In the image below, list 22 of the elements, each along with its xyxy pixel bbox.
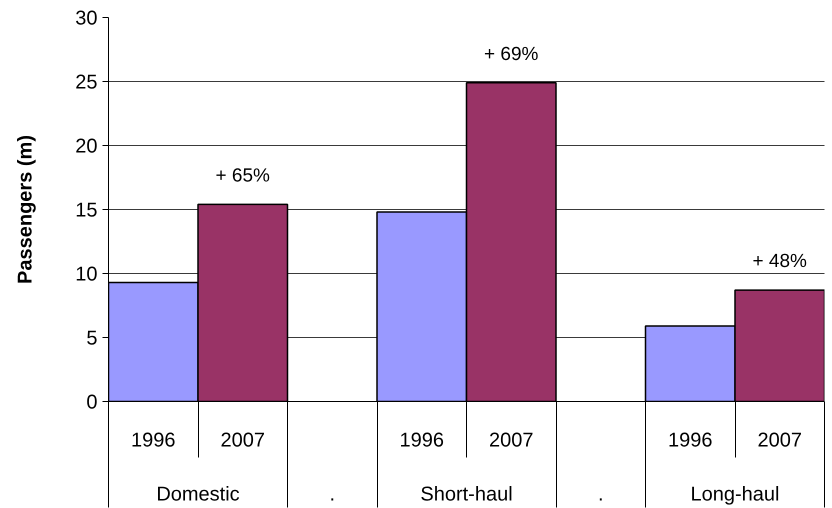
annotation: + 48% <box>752 251 808 272</box>
y-tick-label: 0 <box>86 392 98 414</box>
x-tick-label: 1996 <box>668 430 713 452</box>
x-tick-label: 2007 <box>220 430 266 452</box>
x-tick-label: 1996 <box>400 430 444 452</box>
y-tick-label: 30 <box>75 8 98 30</box>
annotation: + 65% <box>216 165 270 186</box>
y-axis-title: Passengers (m) <box>14 135 36 284</box>
y-tick-label: 5 <box>86 328 98 350</box>
text: Long-haul <box>690 484 780 506</box>
x-tick-label: 2007 <box>758 430 802 452</box>
y-tick-label: 20 <box>75 136 98 158</box>
text: . <box>598 484 604 506</box>
y-tick-label: 25 <box>75 72 98 94</box>
text: Short-haul <box>420 484 513 506</box>
x-tick-label: 1996 <box>131 430 176 452</box>
x-tick-label: 2007 <box>489 430 534 452</box>
text: Domestic <box>156 484 240 506</box>
y-tick-label: 10 <box>75 264 98 286</box>
y-tick-label: 15 <box>75 200 98 222</box>
annotation: + 69% <box>484 44 539 65</box>
text: . <box>329 484 336 506</box>
